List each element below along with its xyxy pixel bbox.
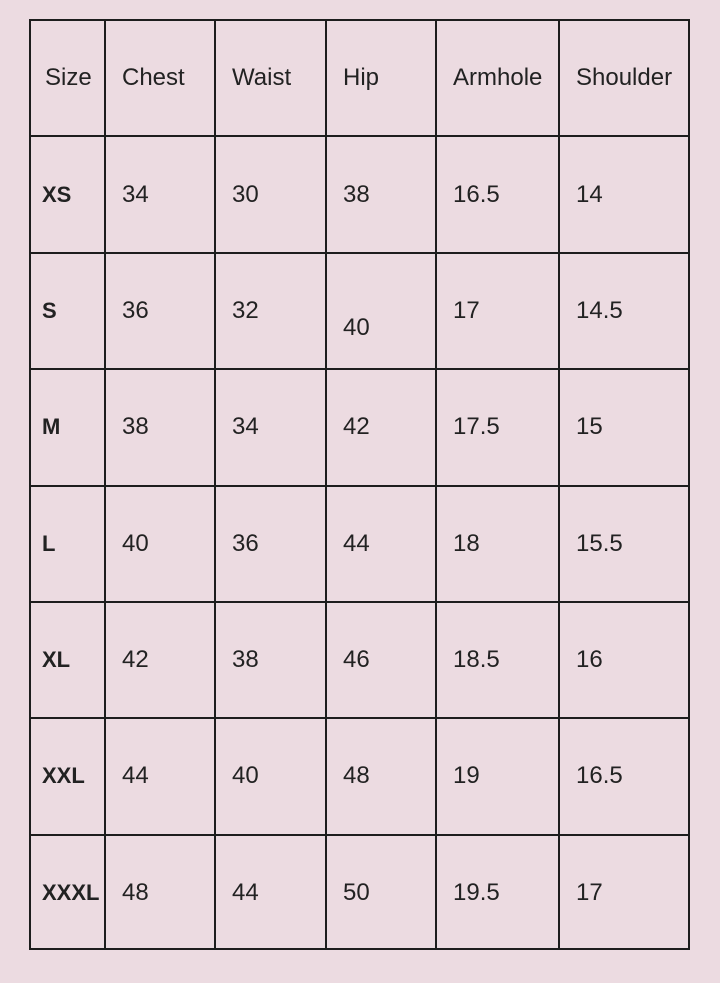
table-cell: 34 xyxy=(122,180,149,208)
table-cell: 46 xyxy=(343,646,370,674)
table-cell: 18.5 xyxy=(453,646,500,674)
table-cell: 42 xyxy=(122,646,149,674)
table-cell: 40 xyxy=(343,313,370,341)
table-cell: XXXL xyxy=(42,879,100,905)
row-divider xyxy=(31,135,688,138)
table-cell: 42 xyxy=(343,413,370,441)
table-cell: 36 xyxy=(122,296,149,324)
table-cell: 48 xyxy=(122,878,149,906)
size-table: Size Chest Waist Hip Armhole Shoulder XS 34 30 38… xyxy=(29,19,690,950)
table-cell: 34 xyxy=(232,413,259,441)
table-cell: 19 xyxy=(453,762,480,790)
table-cell: 15 xyxy=(576,413,603,441)
table-cell: 48 xyxy=(343,762,370,790)
row-divider xyxy=(31,484,688,487)
table-cell: 16.5 xyxy=(576,762,623,790)
table-cell: 38 xyxy=(343,180,370,208)
row-divider xyxy=(31,717,688,720)
table-cell: Hip xyxy=(343,64,380,92)
table-cell: Chest xyxy=(122,64,185,92)
table-cell: S xyxy=(42,297,57,323)
table-cell: 44 xyxy=(343,529,370,557)
row-divider xyxy=(31,368,688,371)
table-cell: 18 xyxy=(453,529,480,557)
table-cell: Shoulder xyxy=(576,64,673,92)
table-cell: XS xyxy=(42,181,72,207)
table-cell: Waist xyxy=(232,64,292,92)
table-cell: L xyxy=(42,530,56,556)
table-cell: XXL xyxy=(42,763,85,789)
table-cell: 17 xyxy=(453,296,480,324)
table-cell: 40 xyxy=(232,762,259,790)
table-cell: 17.5 xyxy=(453,413,500,441)
row-divider xyxy=(31,833,688,836)
table-cell: 14.5 xyxy=(576,296,623,324)
table-cell: Size xyxy=(45,64,92,92)
table-cell: 30 xyxy=(232,180,259,208)
row-divider xyxy=(31,251,688,254)
table-cell: 14 xyxy=(576,180,603,208)
table-cell: 50 xyxy=(343,878,370,906)
table-cell: 32 xyxy=(232,296,259,324)
row-divider xyxy=(31,600,688,603)
table-cell: 15.5 xyxy=(576,529,623,557)
table-cell: 19.5 xyxy=(453,878,500,906)
table-cell: M xyxy=(42,414,61,440)
table-cell: 16 xyxy=(576,646,603,674)
table-cell: XL xyxy=(42,647,71,673)
table-cell: 38 xyxy=(232,646,259,674)
table-cell: 44 xyxy=(122,762,149,790)
table-cell: 38 xyxy=(122,413,149,441)
table-cell: 40 xyxy=(122,529,149,557)
table-cell: 36 xyxy=(232,529,259,557)
table-cell: 17 xyxy=(576,878,603,906)
table-cell: 16.5 xyxy=(453,180,500,208)
table-cell: 44 xyxy=(232,878,259,906)
table-cell: Armhole xyxy=(453,64,543,92)
